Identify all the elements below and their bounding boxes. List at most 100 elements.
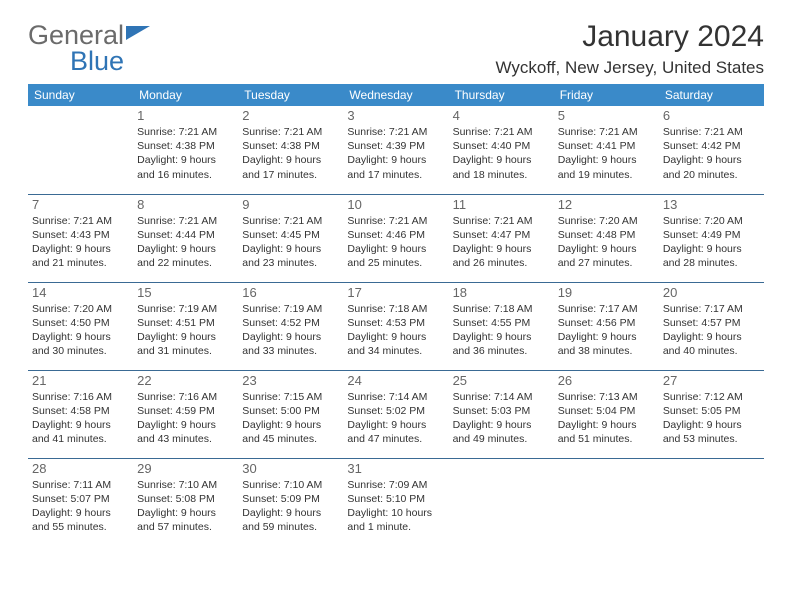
day-number: 21 xyxy=(32,373,129,388)
calendar-cell: 6 Sunrise: 7:21 AMSunset: 4:42 PMDaylight… xyxy=(659,106,764,194)
day-number: 7 xyxy=(32,197,129,212)
day-info: Sunrise: 7:21 AMSunset: 4:42 PMDaylight:… xyxy=(663,125,760,182)
calendar-cell: 19Sunrise: 7:17 AMSunset: 4:56 PMDayligh… xyxy=(554,282,659,370)
day-info: Sunrise: 7:21 AMSunset: 4:40 PMDaylight:… xyxy=(453,125,550,182)
day-info: Sunrise: 7:11 AMSunset: 5:07 PMDaylight:… xyxy=(32,478,129,535)
calendar-cell: 15 Sunrise: 7:19 AMSunset: 4:51 PMDayligh… xyxy=(133,282,238,370)
calendar-cell: 18Sunrise: 7:18 AMSunset: 4:55 PMDayligh… xyxy=(449,282,554,370)
calendar-cell: 13Sunrise: 7:20 AMSunset: 4:49 PMDayligh… xyxy=(659,194,764,282)
day-number: 5 xyxy=(558,108,655,123)
logo-triangle-icon xyxy=(126,26,150,40)
calendar-cell: 4 Sunrise: 7:21 AMSunset: 4:40 PMDaylight… xyxy=(449,106,554,194)
calendar-cell xyxy=(554,458,659,546)
day-number: 29 xyxy=(137,461,234,476)
day-number: 4 xyxy=(453,108,550,123)
day-number: 15 xyxy=(137,285,234,300)
logo-text-blue: Blue xyxy=(70,46,124,77)
day-number: 27 xyxy=(663,373,760,388)
day-info: Sunrise: 7:16 AMSunset: 4:59 PMDaylight:… xyxy=(137,390,234,447)
calendar-cell: 24 Sunrise: 7:14 AMSunset: 5:02 PMDayligh… xyxy=(343,370,448,458)
calendar-row: 21 Sunrise: 7:16 AMSunset: 4:58 PMDayligh… xyxy=(28,370,764,458)
day-info: Sunrise: 7:12 AMSunset: 5:05 PMDaylight:… xyxy=(663,390,760,447)
day-info: Sunrise: 7:20 AMSunset: 4:50 PMDaylight:… xyxy=(32,302,129,359)
day-number: 11 xyxy=(453,197,550,212)
calendar-cell: 5 Sunrise: 7:21 AMSunset: 4:41 PMDaylight… xyxy=(554,106,659,194)
day-number: 30 xyxy=(242,461,339,476)
calendar-cell: 26 Sunrise: 7:13 AMSunset: 5:04 PMDayligh… xyxy=(554,370,659,458)
day-info: Sunrise: 7:14 AMSunset: 5:02 PMDaylight:… xyxy=(347,390,444,447)
dow-saturday: Saturday xyxy=(659,84,764,106)
day-info: Sunrise: 7:09 AMSunset: 5:10 PMDaylight:… xyxy=(347,478,444,535)
dow-monday: Monday xyxy=(133,84,238,106)
day-number: 25 xyxy=(453,373,550,388)
dow-friday: Friday xyxy=(554,84,659,106)
day-number: 22 xyxy=(137,373,234,388)
day-info: Sunrise: 7:21 AMSunset: 4:41 PMDaylight:… xyxy=(558,125,655,182)
day-number: 6 xyxy=(663,108,760,123)
day-number: 10 xyxy=(347,197,444,212)
dow-sunday: Sunday xyxy=(28,84,133,106)
calendar-table: Sunday Monday Tuesday Wednesday Thursday… xyxy=(28,84,764,546)
title-block: January 2024 Wyckoff, New Jersey, United… xyxy=(496,20,764,78)
calendar-cell: 12Sunrise: 7:20 AMSunset: 4:48 PMDayligh… xyxy=(554,194,659,282)
calendar-cell: 31 Sunrise: 7:09 AMSunset: 5:10 PMDayligh… xyxy=(343,458,448,546)
calendar-row: 1 Sunrise: 7:21 AMSunset: 4:38 PMDaylight… xyxy=(28,106,764,194)
calendar-cell: 30 Sunrise: 7:10 AMSunset: 5:09 PMDayligh… xyxy=(238,458,343,546)
calendar-cell: 27 Sunrise: 7:12 AMSunset: 5:05 PMDayligh… xyxy=(659,370,764,458)
calendar-cell: 16 Sunrise: 7:19 AMSunset: 4:52 PMDayligh… xyxy=(238,282,343,370)
calendar-cell: 8Sunrise: 7:21 AMSunset: 4:44 PMDaylight… xyxy=(133,194,238,282)
header: General Blue January 2024 Wyckoff, New J… xyxy=(28,20,764,78)
day-number: 16 xyxy=(242,285,339,300)
day-info: Sunrise: 7:14 AMSunset: 5:03 PMDaylight:… xyxy=(453,390,550,447)
dow-thursday: Thursday xyxy=(449,84,554,106)
day-number: 19 xyxy=(558,285,655,300)
calendar-cell: 10 Sunrise: 7:21 AMSunset: 4:46 PMDayligh… xyxy=(343,194,448,282)
day-info: Sunrise: 7:16 AMSunset: 4:58 PMDaylight:… xyxy=(32,390,129,447)
day-info: Sunrise: 7:21 AMSunset: 4:46 PMDaylight:… xyxy=(347,214,444,271)
dow-header-row: Sunday Monday Tuesday Wednesday Thursday… xyxy=(28,84,764,106)
calendar-cell xyxy=(449,458,554,546)
calendar-cell: 1 Sunrise: 7:21 AMSunset: 4:38 PMDaylight… xyxy=(133,106,238,194)
day-number: 17 xyxy=(347,285,444,300)
day-info: Sunrise: 7:21 AMSunset: 4:38 PMDaylight:… xyxy=(137,125,234,182)
day-number: 24 xyxy=(347,373,444,388)
day-number: 31 xyxy=(347,461,444,476)
day-number: 26 xyxy=(558,373,655,388)
calendar-cell: 22 Sunrise: 7:16 AMSunset: 4:59 PMDayligh… xyxy=(133,370,238,458)
day-number: 23 xyxy=(242,373,339,388)
calendar-cell: 23 Sunrise: 7:15 AMSunset: 5:00 PMDayligh… xyxy=(238,370,343,458)
day-info: Sunrise: 7:17 AMSunset: 4:57 PMDaylight:… xyxy=(663,302,760,359)
day-info: Sunrise: 7:19 AMSunset: 4:51 PMDaylight:… xyxy=(137,302,234,359)
calendar-row: 7 Sunrise: 7:21 AMSunset: 4:43 PMDaylight… xyxy=(28,194,764,282)
day-info: Sunrise: 7:21 AMSunset: 4:47 PMDaylight:… xyxy=(453,214,550,271)
day-number: 1 xyxy=(137,108,234,123)
day-info: Sunrise: 7:18 AMSunset: 4:53 PMDaylight:… xyxy=(347,302,444,359)
day-number: 8 xyxy=(137,197,234,212)
calendar-row: 28Sunrise: 7:11 AMSunset: 5:07 PMDayligh… xyxy=(28,458,764,546)
day-info: Sunrise: 7:21 AMSunset: 4:45 PMDaylight:… xyxy=(242,214,339,271)
calendar-cell: 29 Sunrise: 7:10 AMSunset: 5:08 PMDayligh… xyxy=(133,458,238,546)
day-info: Sunrise: 7:10 AMSunset: 5:09 PMDaylight:… xyxy=(242,478,339,535)
calendar-cell: 14 Sunrise: 7:20 AMSunset: 4:50 PMDayligh… xyxy=(28,282,133,370)
day-info: Sunrise: 7:21 AMSunset: 4:39 PMDaylight:… xyxy=(347,125,444,182)
calendar-cell xyxy=(28,106,133,194)
day-info: Sunrise: 7:13 AMSunset: 5:04 PMDaylight:… xyxy=(558,390,655,447)
day-number: 9 xyxy=(242,197,339,212)
calendar-row: 14 Sunrise: 7:20 AMSunset: 4:50 PMDayligh… xyxy=(28,282,764,370)
calendar-cell: 9 Sunrise: 7:21 AMSunset: 4:45 PMDaylight… xyxy=(238,194,343,282)
day-info: Sunrise: 7:20 AMSunset: 4:49 PMDaylight:… xyxy=(663,214,760,271)
calendar-cell: 21 Sunrise: 7:16 AMSunset: 4:58 PMDayligh… xyxy=(28,370,133,458)
day-info: Sunrise: 7:19 AMSunset: 4:52 PMDaylight:… xyxy=(242,302,339,359)
day-number: 14 xyxy=(32,285,129,300)
day-number: 18 xyxy=(453,285,550,300)
calendar-cell xyxy=(659,458,764,546)
day-info: Sunrise: 7:21 AMSunset: 4:43 PMDaylight:… xyxy=(32,214,129,271)
dow-wednesday: Wednesday xyxy=(343,84,448,106)
day-number: 12 xyxy=(558,197,655,212)
location: Wyckoff, New Jersey, United States xyxy=(496,58,764,78)
day-info: Sunrise: 7:10 AMSunset: 5:08 PMDaylight:… xyxy=(137,478,234,535)
calendar-cell: 7 Sunrise: 7:21 AMSunset: 4:43 PMDaylight… xyxy=(28,194,133,282)
dow-tuesday: Tuesday xyxy=(238,84,343,106)
day-info: Sunrise: 7:15 AMSunset: 5:00 PMDaylight:… xyxy=(242,390,339,447)
month-title: January 2024 xyxy=(496,20,764,54)
